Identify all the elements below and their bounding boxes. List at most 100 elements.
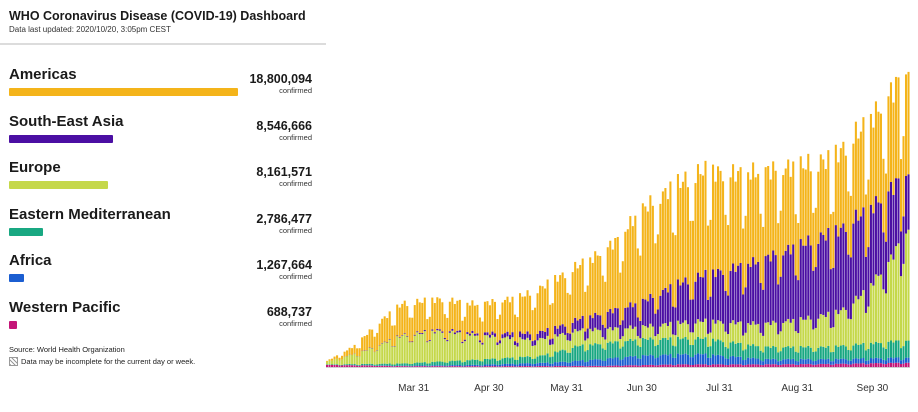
bar-segment[interactable] xyxy=(857,138,860,221)
bar-segment[interactable] xyxy=(742,350,745,361)
bar-segment[interactable] xyxy=(438,366,441,367)
bar-segment[interactable] xyxy=(666,355,669,365)
bar-segment[interactable] xyxy=(418,333,421,363)
bar-segment[interactable] xyxy=(869,342,872,359)
bar-segment[interactable] xyxy=(714,341,717,356)
bar-segment[interactable] xyxy=(594,312,597,328)
bar-segment[interactable] xyxy=(488,305,491,335)
bar-segment[interactable] xyxy=(559,365,562,367)
bar-segment[interactable] xyxy=(383,342,386,364)
bar-segment[interactable] xyxy=(596,329,599,345)
bar-segment[interactable] xyxy=(849,360,852,365)
bar-segment[interactable] xyxy=(361,363,364,366)
bar-segment[interactable] xyxy=(614,357,617,366)
bar-segment[interactable] xyxy=(764,256,767,323)
bar-segment[interactable] xyxy=(779,364,782,367)
bar-segment[interactable] xyxy=(383,316,386,342)
bar-segment[interactable] xyxy=(822,235,825,315)
bar-segment[interactable] xyxy=(882,347,885,360)
bar-segment[interactable] xyxy=(393,325,396,347)
bar-segment[interactable] xyxy=(822,346,825,360)
bar-segment[interactable] xyxy=(471,366,474,367)
bar-segment[interactable] xyxy=(852,358,855,364)
bar-segment[interactable] xyxy=(824,240,827,317)
bar-segment[interactable] xyxy=(696,336,700,354)
bar-segment[interactable] xyxy=(411,341,414,343)
bar-segment[interactable] xyxy=(641,355,644,366)
bar-segment[interactable] xyxy=(433,333,436,363)
bar-segment[interactable] xyxy=(473,335,476,360)
bar-segment[interactable] xyxy=(749,345,752,359)
bar-segment[interactable] xyxy=(739,364,742,367)
bar-segment[interactable] xyxy=(624,341,627,358)
bar-segment[interactable] xyxy=(797,333,800,353)
bar-segment[interactable] xyxy=(584,362,587,367)
bar-segment[interactable] xyxy=(744,215,747,288)
bar-segment[interactable] xyxy=(727,334,730,349)
bar-segment[interactable] xyxy=(899,363,903,367)
bar-segment[interactable] xyxy=(468,333,471,336)
bar-segment[interactable] xyxy=(481,344,484,362)
bar-segment[interactable] xyxy=(601,324,604,338)
bar-segment[interactable] xyxy=(852,363,855,367)
bar-segment[interactable] xyxy=(732,320,735,342)
bar-segment[interactable] xyxy=(676,364,679,367)
bar-segment[interactable] xyxy=(699,321,702,339)
bar-segment[interactable] xyxy=(832,327,835,352)
bar-segment[interactable] xyxy=(767,358,770,365)
bar-segment[interactable] xyxy=(564,361,567,366)
bar-segment[interactable] xyxy=(496,319,499,343)
bar-segment[interactable] xyxy=(777,284,780,335)
bar-segment[interactable] xyxy=(636,358,639,366)
bar-segment[interactable] xyxy=(719,170,722,271)
bar-segment[interactable] xyxy=(428,363,431,366)
bar-segment[interactable] xyxy=(664,323,667,338)
bar-segment[interactable] xyxy=(704,160,707,270)
bar-segment[interactable] xyxy=(511,296,514,333)
bar-segment[interactable] xyxy=(651,364,654,367)
bar-segment[interactable] xyxy=(416,362,419,366)
bar-segment[interactable] xyxy=(604,366,607,367)
bar-segment[interactable] xyxy=(508,334,512,340)
bar-segment[interactable] xyxy=(599,359,602,366)
bar-segment[interactable] xyxy=(443,314,446,338)
bar-segment[interactable] xyxy=(341,364,344,366)
bar-segment[interactable] xyxy=(368,347,371,364)
bar-segment[interactable] xyxy=(363,350,366,364)
bar-segment[interactable] xyxy=(546,353,549,363)
bar-segment[interactable] xyxy=(398,307,401,338)
bar-segment[interactable] xyxy=(889,357,893,363)
bar-segment[interactable] xyxy=(641,325,644,338)
bar-segment[interactable] xyxy=(651,326,654,340)
bar-segment[interactable] xyxy=(854,358,857,364)
bar-segment[interactable] xyxy=(849,364,852,367)
bar-segment[interactable] xyxy=(574,365,577,367)
bar-segment[interactable] xyxy=(842,345,845,359)
bar-segment[interactable] xyxy=(859,363,862,367)
bar-segment[interactable] xyxy=(433,303,436,333)
bar-segment[interactable] xyxy=(516,359,519,365)
bar-segment[interactable] xyxy=(466,332,469,335)
bar-segment[interactable] xyxy=(431,366,434,367)
bar-segment[interactable] xyxy=(631,307,634,329)
bar-segment[interactable] xyxy=(849,319,852,351)
bar-segment[interactable] xyxy=(649,293,652,324)
bar-segment[interactable] xyxy=(506,336,509,358)
bar-segment[interactable] xyxy=(867,306,870,349)
bar-segment[interactable] xyxy=(571,332,574,348)
bar-segment[interactable] xyxy=(717,268,720,321)
bar-segment[interactable] xyxy=(651,355,654,365)
bar-segment[interactable] xyxy=(867,247,870,307)
bar-segment[interactable] xyxy=(604,327,607,340)
bar-segment[interactable] xyxy=(824,169,827,241)
bar-segment[interactable] xyxy=(889,254,893,341)
bar-segment[interactable] xyxy=(466,360,469,365)
bar-segment[interactable] xyxy=(654,358,657,366)
bar-segment[interactable] xyxy=(639,358,642,366)
bar-segment[interactable] xyxy=(696,353,700,365)
bar-segment[interactable] xyxy=(784,321,787,347)
bar-segment[interactable] xyxy=(346,356,349,365)
bar-segment[interactable] xyxy=(441,366,444,367)
bar-segment[interactable] xyxy=(654,346,657,359)
bar-segment[interactable] xyxy=(519,293,522,332)
